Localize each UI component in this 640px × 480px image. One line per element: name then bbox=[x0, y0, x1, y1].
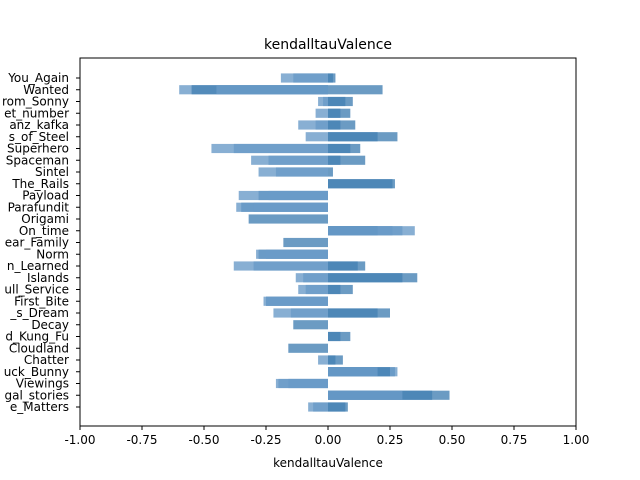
bar-Origami-0 bbox=[248, 214, 328, 224]
bars bbox=[179, 73, 450, 412]
bar-Parafundit-3 bbox=[253, 202, 328, 212]
x-tick-label: -1.00 bbox=[64, 433, 95, 447]
bar-Spaceman-2 bbox=[328, 155, 341, 165]
y-tick-label: Islands bbox=[27, 271, 69, 285]
bar-From_Sonny-1 bbox=[318, 96, 328, 107]
x-axis-label: kendalltauValence bbox=[273, 456, 383, 470]
bar-First_Bite-3 bbox=[266, 296, 328, 306]
bar-Lessons_Learned-2 bbox=[328, 261, 366, 271]
bar-From_Sonny-2 bbox=[328, 96, 353, 107]
bar-Chatter-2 bbox=[328, 355, 336, 365]
y-tick-label: d_Kung_Fu bbox=[5, 330, 69, 344]
plot-frame bbox=[79, 57, 577, 427]
x-tick-label: -0.50 bbox=[188, 433, 219, 447]
y-axis-ticks: You_AgainWantedrom_Sonnyet_numberanz_kaf… bbox=[2, 71, 80, 414]
x-tick-label: 0.75 bbox=[501, 433, 528, 447]
y-tick-label: On_time bbox=[19, 224, 69, 238]
bar-Full_Service-3 bbox=[298, 284, 328, 295]
bar-Payload-3 bbox=[268, 190, 328, 201]
bar-Spaceman-0 bbox=[328, 155, 366, 165]
bar-Islands-3 bbox=[303, 273, 328, 283]
y-tick-label: You_Again bbox=[7, 71, 69, 85]
y-tick-label: ull_Service bbox=[4, 283, 69, 297]
y-tick-label: rom_Sonny bbox=[2, 95, 69, 109]
chart-title: kendalltauValence bbox=[264, 37, 392, 53]
bar-Big_Buck_Bunny-3 bbox=[328, 367, 378, 377]
x-tick-label: -0.75 bbox=[126, 433, 157, 447]
y-tick-label: Origami bbox=[21, 212, 69, 226]
bar-Franz_kafka-2 bbox=[328, 120, 341, 130]
bar-Islands-2 bbox=[328, 273, 403, 283]
bar-Franz_kafka-1 bbox=[298, 120, 328, 130]
y-tick-label: et_number bbox=[4, 106, 69, 120]
y-tick-label: uck_Bunny bbox=[4, 365, 69, 379]
bar-Spaceman-3 bbox=[251, 155, 328, 165]
y-tick-label: Spaceman bbox=[6, 153, 69, 167]
bar-Cloudland-0 bbox=[288, 343, 328, 353]
bar-Norm-3 bbox=[266, 249, 328, 259]
bar-Cloudland_Kung_Fu-2 bbox=[328, 331, 341, 342]
x-tick-label: 0.50 bbox=[439, 433, 466, 447]
bar-Secret_number-1 bbox=[315, 108, 328, 118]
bar-Wanted-3 bbox=[216, 85, 328, 95]
y-tick-label: e_Matters bbox=[10, 400, 69, 414]
y-tick-label: Cloudland bbox=[9, 341, 69, 355]
bar-Superhero-3 bbox=[211, 143, 328, 154]
y-tick-label: Norm bbox=[36, 247, 69, 261]
bar-Elephant_s_Dream-3 bbox=[273, 308, 328, 318]
x-tick-label: 0.25 bbox=[377, 433, 404, 447]
bar-Riding_The_Rails-2 bbox=[328, 179, 393, 189]
y-tick-label: gal_stories bbox=[4, 388, 69, 402]
bar-Sintel-0 bbox=[328, 167, 333, 177]
y-tick-label: Sintel bbox=[35, 165, 69, 179]
bar-Animated_Legal_stories-3 bbox=[328, 390, 403, 400]
bar-Chatter-1 bbox=[318, 355, 328, 365]
bar-Viewings-3 bbox=[278, 378, 328, 389]
y-tick-label: n_Learned bbox=[7, 259, 69, 273]
y-tick-label: Parafundit bbox=[8, 200, 70, 214]
x-tick-label: -0.25 bbox=[250, 433, 281, 447]
bar-Our_Nuclear_Family-0 bbox=[283, 237, 328, 248]
bar-Attitude_Matters-2 bbox=[328, 402, 348, 412]
bar-You_Again-2 bbox=[328, 73, 333, 83]
bar-Sintel-3 bbox=[258, 167, 328, 177]
y-tick-label: The_Rails bbox=[11, 177, 69, 191]
y-tick-label: Decay bbox=[31, 318, 69, 332]
y-tick-label: Payload bbox=[22, 189, 69, 203]
bar-Lessons_Learned-3 bbox=[253, 261, 328, 271]
bar-Franz_kafka-3 bbox=[315, 120, 328, 130]
bar-Wanted-0 bbox=[328, 85, 383, 95]
bar-Tears_of_Steel-1 bbox=[305, 132, 328, 142]
y-tick-label: Wanted bbox=[23, 83, 69, 97]
bar-You_Again-3 bbox=[280, 73, 328, 83]
bar-Superhero-2 bbox=[328, 143, 361, 154]
bar-Secret_number-2 bbox=[328, 108, 341, 118]
x-tick-label: 1.00 bbox=[563, 433, 590, 447]
bar-Franz_kafka-0 bbox=[328, 120, 356, 130]
bar-Full_Service-2 bbox=[328, 284, 341, 295]
y-tick-label: _s_Dream bbox=[9, 306, 69, 320]
bar-Decay-0 bbox=[293, 320, 328, 330]
y-tick-label: anz_kafka bbox=[9, 118, 69, 132]
y-tick-label: s_of_Steel bbox=[9, 130, 69, 144]
bar-Elephant_s_Dream-2 bbox=[328, 308, 378, 318]
bar-On_time-3 bbox=[328, 226, 403, 236]
y-tick-label: Superhero bbox=[7, 142, 69, 156]
bar-Tears_of_Steel-2 bbox=[328, 132, 378, 142]
y-tick-label: Chatter bbox=[24, 353, 69, 367]
x-axis-ticks: -1.00 -0.75 -0.50 -0.25 0.00 0.25 0.50 0.75 1.00 bbox=[64, 426, 589, 447]
y-tick-label: First_Bite bbox=[14, 294, 69, 308]
x-tick-label: 0.00 bbox=[315, 433, 342, 447]
bar-Attitude_Matters-3 bbox=[308, 402, 328, 412]
bar-From_Sonny-3 bbox=[323, 96, 328, 107]
y-tick-label: ear_Family bbox=[5, 236, 69, 250]
y-tick-label: Viewings bbox=[16, 377, 69, 391]
